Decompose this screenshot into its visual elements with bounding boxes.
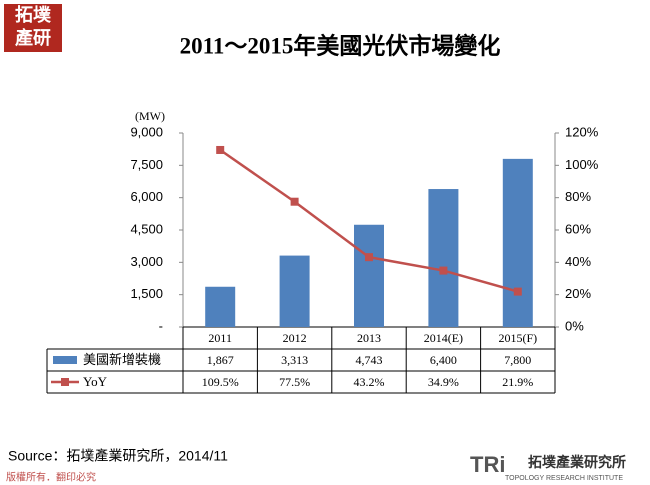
footer: 版權所有．翻印必究	[6, 470, 96, 483]
table-value: 3,313	[281, 353, 308, 367]
x-tick-label: 2014(E)	[424, 331, 463, 345]
y-tick-label: 9,000	[130, 124, 163, 139]
y2-tick-label: 80%	[565, 189, 591, 204]
table-value: 43.2%	[354, 375, 385, 389]
y-tick-label: 7,500	[130, 157, 163, 172]
bar	[428, 189, 459, 327]
x-tick-label: 2015(F)	[498, 331, 537, 345]
y-tick-label: 1,500	[130, 286, 163, 301]
brand-subtitle: TOPOLOGY RESEARCH INSTITUTE	[505, 475, 623, 482]
bar	[502, 158, 533, 327]
y2-tick-label: 20%	[565, 286, 591, 301]
logo-text: 拓墣	[15, 4, 51, 25]
y-tick-label: 6,000	[130, 189, 163, 204]
y2-tick-label: 60%	[565, 221, 591, 236]
bar	[354, 224, 384, 327]
table-value: 6,400	[430, 353, 457, 367]
y2-tick-label: 40%	[565, 254, 591, 269]
x-tick-label: 2013	[357, 331, 381, 345]
table-value: 7,800	[504, 353, 531, 367]
legend-label: 美國新增裝機	[83, 352, 161, 367]
table-value: 4,743	[356, 353, 383, 367]
brand-name: 拓墣產業研究所	[528, 454, 626, 471]
y-tick-label: -	[159, 318, 163, 333]
marker	[513, 287, 522, 296]
chart-title: 2011～2015年美國光伏市場變化	[180, 32, 501, 58]
logo-text: 產研	[15, 27, 51, 48]
y-tick-label: 4,500	[130, 221, 163, 236]
footer-bg	[0, 471, 650, 485]
source: Source：拓墣產業研究所，2014/11	[8, 448, 228, 464]
marker	[290, 197, 299, 206]
brand-mark: TRi	[470, 452, 505, 477]
table-value: 77.5%	[279, 375, 310, 389]
y2-tick-label: 120%	[565, 124, 599, 139]
legend-label: YoY	[83, 374, 108, 389]
x-tick-label: 2011	[208, 331, 232, 345]
marker	[365, 253, 373, 262]
table-value: 34.9%	[428, 375, 459, 389]
table-value: 21.9%	[502, 375, 533, 389]
legend-swatch	[61, 378, 69, 386]
y-tick-label: 3,000	[130, 254, 163, 269]
logo-box	[4, 4, 62, 52]
legend-swatch	[53, 356, 77, 364]
y-axis-label: (MW)	[135, 109, 165, 123]
bar	[205, 286, 236, 327]
table-value: 1,867	[207, 353, 234, 367]
marker	[439, 266, 448, 275]
x-tick-label: 2012	[283, 331, 307, 345]
marker	[216, 145, 225, 154]
table-value: 109.5%	[202, 375, 239, 389]
y2-tick-label: 100%	[565, 157, 599, 172]
y2-tick-label: 0%	[565, 318, 584, 333]
bar	[279, 255, 310, 327]
